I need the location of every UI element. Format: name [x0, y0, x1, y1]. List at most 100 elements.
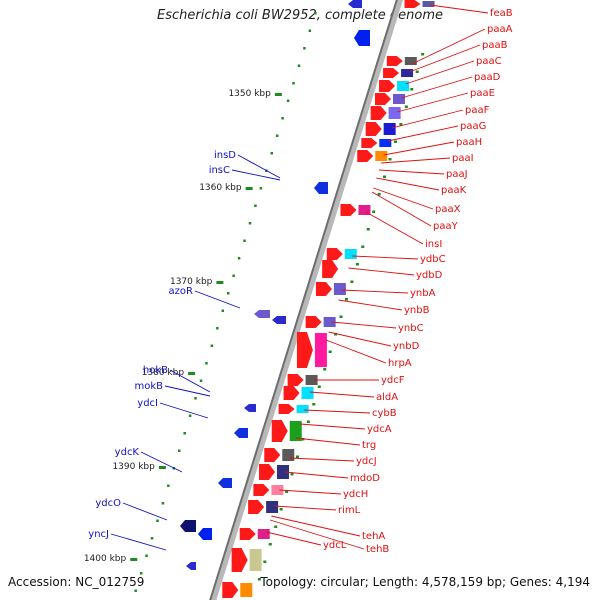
gene-label-reverse: ydcI	[137, 398, 158, 409]
gene-label-forward: ynbA	[410, 288, 436, 299]
leader-line	[164, 385, 211, 397]
tick-dot	[334, 333, 338, 336]
tick-dot	[366, 228, 370, 231]
gene-product-block	[257, 529, 270, 539]
tick-dot	[275, 134, 279, 137]
gene-product-block	[333, 283, 346, 295]
tick-dot	[314, 12, 317, 15]
tick-dot	[263, 560, 267, 563]
tick-dot	[328, 350, 332, 353]
reverse-gene-labels: insD insC azoR hokB mokB ydcI ydcK ydcO yncJ	[88, 150, 281, 551]
gene-arrow-forward	[365, 122, 382, 136]
gene-label-reverse: yncJ	[88, 529, 109, 540]
kbp-label: 1370 kbp	[170, 277, 213, 287]
gene-arrow-forward	[305, 316, 322, 328]
leader-line	[271, 515, 361, 537]
gene-product-block	[305, 375, 318, 385]
gene-label-reverse: mokB	[134, 381, 163, 392]
gene-label-reverse: hokB	[143, 365, 168, 376]
tick-dot	[306, 420, 310, 423]
gene-product-block	[276, 465, 289, 479]
leader-line	[299, 423, 366, 430]
kbp-labels: 1350 kbp 1360 kbp 1370 kbp 1380 kbp 1390 kbp…	[84, 89, 282, 564]
gene-product-block	[404, 57, 417, 65]
gene-label-forward: hrpA	[388, 358, 412, 369]
leader-line	[396, 92, 469, 113]
tick-dot	[232, 274, 235, 277]
gene-product-block	[344, 249, 357, 259]
gene-label-forward: tehB	[366, 544, 389, 555]
tick-dot	[317, 385, 321, 388]
leader-line	[309, 391, 375, 398]
tick-dot	[167, 484, 170, 487]
gene-arrow-forward	[258, 464, 275, 480]
gene-arrow-forward	[315, 282, 332, 296]
tick-dot	[295, 455, 299, 458]
tick-dot	[383, 175, 387, 178]
gene-product-block	[401, 69, 414, 77]
gene-label-forward: rimL	[338, 505, 361, 516]
leader-line	[348, 267, 415, 276]
leader-line	[328, 331, 392, 347]
kbp-label: 1350 kbp	[228, 89, 271, 99]
tick-dot	[188, 414, 192, 417]
leader-line	[430, 4, 489, 14]
gene-product-block	[323, 317, 336, 327]
gene-label-reverse: azoR	[169, 286, 193, 297]
tick-dot	[210, 344, 214, 347]
tick-dot	[355, 263, 359, 266]
map-title: Escherichia coli BW2952, complete genome	[157, 8, 443, 23]
gene-arrow-forward	[340, 204, 357, 216]
tick-dot	[156, 519, 159, 522]
gene-arrow-forward	[370, 106, 387, 120]
gene-label-forward: insI	[425, 239, 442, 250]
tick-dot	[393, 140, 397, 143]
tick-dot	[183, 432, 186, 435]
gene-product-block	[379, 139, 392, 147]
leader-line	[237, 154, 281, 179]
gene-product-block	[383, 123, 396, 135]
leader-line	[325, 339, 387, 364]
gene-label-reverse: ydcK	[115, 447, 140, 458]
leader-line	[371, 191, 432, 227]
tick-dot	[410, 88, 414, 91]
gene-arrow-forward	[264, 448, 281, 462]
tick-dot	[344, 298, 348, 301]
leader-line	[352, 255, 419, 260]
gene-arrow-forward	[379, 80, 396, 92]
leader-line	[140, 451, 183, 473]
tick-dot	[281, 117, 284, 120]
gene-arrow-reverse	[218, 478, 232, 488]
leader-line	[409, 44, 481, 73]
tick-dot	[221, 309, 225, 312]
leader-line	[110, 533, 167, 551]
gene-arrow-forward	[278, 404, 295, 414]
leader-line	[378, 169, 445, 175]
kbp-tick	[216, 281, 224, 284]
gene-arrow-reverse	[234, 428, 248, 438]
gene-label-forward: paaG	[460, 121, 486, 132]
gene-product-block	[249, 549, 262, 571]
tick-dot	[177, 449, 181, 452]
gene-label-forward: ydcH	[343, 489, 368, 500]
gene-label-reverse: insD	[214, 150, 236, 161]
tick-dot	[139, 572, 143, 575]
leader-line	[169, 369, 211, 393]
tick-dot	[274, 525, 278, 528]
gene-arrow-forward	[386, 56, 403, 66]
leader-line	[383, 141, 455, 156]
gene-product-block	[266, 501, 279, 513]
leader-line	[284, 471, 349, 479]
tick-dot	[372, 210, 376, 213]
gene-arrow-reverse	[244, 404, 256, 412]
tick-dot	[339, 315, 343, 318]
gene-arrow-forward	[287, 374, 304, 386]
gene-label-forward: paaF	[465, 105, 490, 116]
leader-line	[365, 211, 424, 245]
leader-line	[387, 125, 459, 142]
leader-line	[289, 457, 355, 462]
gene-label-forward: mdoD	[350, 473, 380, 484]
leader-line	[338, 299, 403, 311]
gene-product-block	[388, 107, 401, 119]
tick-dot	[286, 99, 290, 102]
